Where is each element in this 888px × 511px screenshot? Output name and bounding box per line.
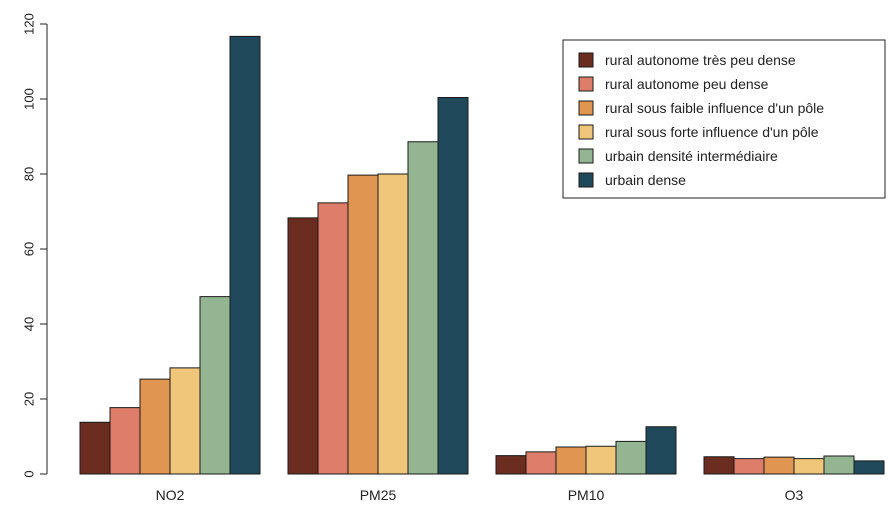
- bar: [525, 451, 557, 475]
- legend-swatch: [578, 52, 594, 68]
- legend-label: urbain dense: [605, 172, 686, 188]
- bar: [555, 446, 587, 475]
- bar: [199, 296, 231, 475]
- bar: [347, 174, 379, 475]
- legend-label: rural autonome peu dense: [605, 76, 769, 92]
- bar: [109, 407, 141, 475]
- y-tick-label: 0: [21, 470, 36, 477]
- bar: [287, 217, 319, 475]
- bar: [763, 456, 795, 475]
- legend-box: [562, 39, 886, 199]
- legend: rural autonome très peu dense rural auton…: [562, 39, 886, 199]
- x-tick-label: PM10: [568, 487, 605, 503]
- bars: [79, 35, 885, 475]
- bar: [377, 173, 409, 475]
- y-tick-label: 60: [21, 242, 36, 256]
- bar: [793, 458, 825, 475]
- x-tick-label: O3: [785, 487, 804, 503]
- x-axis-labels: NO2 PM25 PM10 O3: [156, 487, 804, 503]
- x-tick-label: NO2: [156, 487, 185, 503]
- y-tick-label: 120: [21, 13, 36, 35]
- bar: [229, 35, 261, 475]
- y-tick-label: 80: [21, 167, 36, 181]
- bar: [645, 426, 677, 475]
- legend-swatch: [578, 76, 594, 92]
- bar: [703, 456, 735, 475]
- bar: [169, 367, 201, 475]
- x-tick-label: PM25: [360, 487, 397, 503]
- y-tick-label: 100: [21, 88, 36, 110]
- y-tick-label: 20: [21, 392, 36, 406]
- legend-label: rural sous faible influence d'un pôle: [605, 100, 824, 116]
- y-tick-label: 40: [21, 317, 36, 331]
- bar: [407, 141, 439, 475]
- bar: [79, 421, 111, 475]
- legend-swatch: [578, 148, 594, 164]
- y-axis: 0 20 40 60 80 100 120: [21, 13, 48, 478]
- bar: [823, 455, 855, 475]
- bar: [437, 97, 469, 475]
- bar: [317, 202, 349, 475]
- legend-swatch: [578, 124, 594, 140]
- bar: [495, 455, 527, 475]
- legend-swatch: [578, 100, 594, 116]
- bar: [615, 440, 647, 475]
- legend-swatch: [578, 172, 594, 188]
- bar: [733, 458, 765, 475]
- legend-label: rural autonome très peu dense: [605, 52, 796, 68]
- legend-label: urbain densité intermédiaire: [605, 148, 778, 164]
- bar: [853, 460, 885, 475]
- bar: [139, 378, 171, 475]
- bar: [585, 445, 617, 475]
- legend-label: rural sous forte influence d'un pôle: [605, 124, 819, 140]
